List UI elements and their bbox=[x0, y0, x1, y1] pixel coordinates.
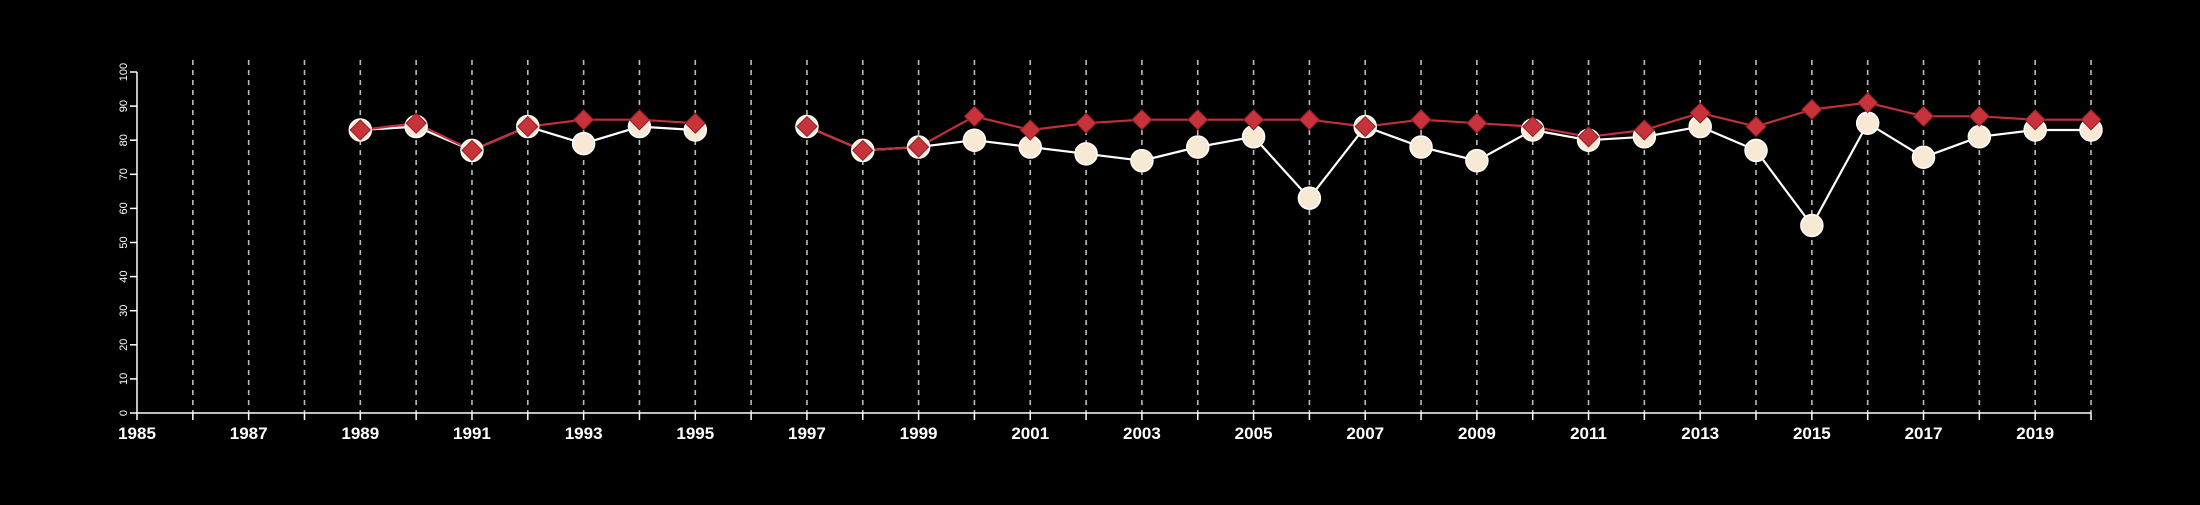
diamond-point-1992 bbox=[517, 115, 539, 138]
diamond-point-2007 bbox=[1354, 115, 1376, 138]
y-tick-label-70: 70 bbox=[118, 168, 130, 180]
x-tick-label-1987: 1987 bbox=[230, 424, 268, 443]
circle-point-2006 bbox=[1297, 186, 1322, 210]
diamond-point-1991 bbox=[461, 139, 483, 162]
series-0-line-segment-1 bbox=[806, 101, 2091, 152]
circle-point-2000 bbox=[962, 128, 987, 152]
y-tick-label-50: 50 bbox=[118, 236, 130, 248]
diamond-point-1989 bbox=[349, 119, 372, 141]
y-tick-label-0: 0 bbox=[118, 410, 130, 416]
diamond-point-2015 bbox=[1801, 98, 1823, 121]
diamond-point-2019 bbox=[2024, 109, 2046, 131]
y-tick-label-60: 60 bbox=[118, 202, 130, 214]
diamond-point-1997 bbox=[796, 115, 818, 138]
diamond-point-2010 bbox=[1522, 115, 1544, 138]
circle-point-2003 bbox=[1130, 148, 1154, 173]
x-tick-label-1995: 1995 bbox=[676, 424, 714, 443]
x-tick-label-2005: 2005 bbox=[1235, 424, 1273, 443]
x-tick-label-1997: 1997 bbox=[788, 424, 826, 443]
x-tick-label-1993: 1993 bbox=[565, 424, 603, 443]
series-1-line-segment-1 bbox=[806, 122, 2091, 227]
x-tick-label-1989: 1989 bbox=[341, 424, 379, 443]
circle-point-2016 bbox=[1855, 111, 1880, 135]
x-tick-label-2019: 2019 bbox=[2016, 424, 2054, 443]
x-tick-label-2001: 2001 bbox=[1011, 424, 1049, 443]
y-tick-label-30: 30 bbox=[118, 305, 130, 317]
circle-point-2017 bbox=[1911, 145, 1936, 169]
diamond-point-2006 bbox=[1298, 109, 1321, 131]
diamond-point-2001 bbox=[1019, 119, 1041, 141]
diamond-point-1994 bbox=[628, 109, 651, 131]
circle-point-2015 bbox=[1800, 213, 1824, 238]
diamond-point-2012 bbox=[1633, 119, 1656, 141]
diamond-point-1998 bbox=[852, 139, 874, 162]
x-tick-label-2003: 2003 bbox=[1123, 424, 1161, 443]
diamond-point-2018 bbox=[1968, 105, 1991, 128]
circle-point-2018 bbox=[1967, 125, 1992, 149]
axes: 0 10 20 30 40 50 60 70 80 90 100 1985 1987 1989 1991 19… bbox=[118, 63, 2092, 443]
diamond-point-2004 bbox=[1187, 109, 1209, 131]
diamond-point-1995 bbox=[684, 112, 706, 134]
circle-point-2009 bbox=[1465, 148, 1489, 173]
diamond-point-1999 bbox=[907, 136, 930, 158]
x-tick-label-2015: 2015 bbox=[1793, 424, 1831, 443]
diamond-point-2013 bbox=[1689, 102, 1711, 124]
circle-point-1993 bbox=[571, 131, 596, 156]
diamond-point-2014 bbox=[1745, 115, 1767, 138]
y-tick-label-90: 90 bbox=[118, 100, 130, 112]
circle-point-2008 bbox=[1409, 135, 1433, 159]
x-tick-label-2017: 2017 bbox=[1905, 424, 1943, 443]
y-tick-label-10: 10 bbox=[118, 373, 130, 385]
diamond-point-1993 bbox=[572, 109, 595, 131]
diamond-point-2003 bbox=[1131, 109, 1153, 131]
y-tick-label-40: 40 bbox=[118, 270, 130, 282]
y-tick-label-100: 100 bbox=[118, 63, 130, 81]
diamond-point-2002 bbox=[1075, 112, 1097, 134]
x-tick-label-2009: 2009 bbox=[1458, 424, 1496, 443]
diamond-point-2008 bbox=[1410, 109, 1432, 131]
diamond-point-2016 bbox=[1856, 91, 1879, 114]
series-lines bbox=[360, 101, 2091, 227]
circle-point-2002 bbox=[1074, 142, 1098, 166]
x-tick-label-2011: 2011 bbox=[1570, 424, 1607, 443]
gridlines bbox=[192, 60, 2092, 413]
y-tick-label-80: 80 bbox=[118, 134, 130, 146]
x-tick-label-1985: 1985 bbox=[118, 424, 156, 443]
series-markers bbox=[348, 91, 2103, 238]
y-tick-label-20: 20 bbox=[118, 339, 130, 351]
diamond-point-2020 bbox=[2080, 109, 2102, 131]
x-tick-label-2007: 2007 bbox=[1346, 424, 1384, 443]
diamond-point-1990 bbox=[405, 112, 427, 134]
diamond-point-2005 bbox=[1242, 109, 1265, 131]
x-tick-label-2013: 2013 bbox=[1681, 424, 1719, 443]
circle-point-2004 bbox=[1185, 135, 1210, 159]
circle-point-2014 bbox=[1744, 138, 1768, 163]
diamond-point-2011 bbox=[1577, 126, 1600, 148]
diamond-point-2000 bbox=[963, 105, 986, 128]
x-tick-label-1991: 1991 bbox=[453, 424, 491, 443]
diamond-point-2017 bbox=[1912, 105, 1935, 128]
x-tick-label-1999: 1999 bbox=[900, 424, 938, 443]
diamond-point-2009 bbox=[1466, 112, 1488, 134]
